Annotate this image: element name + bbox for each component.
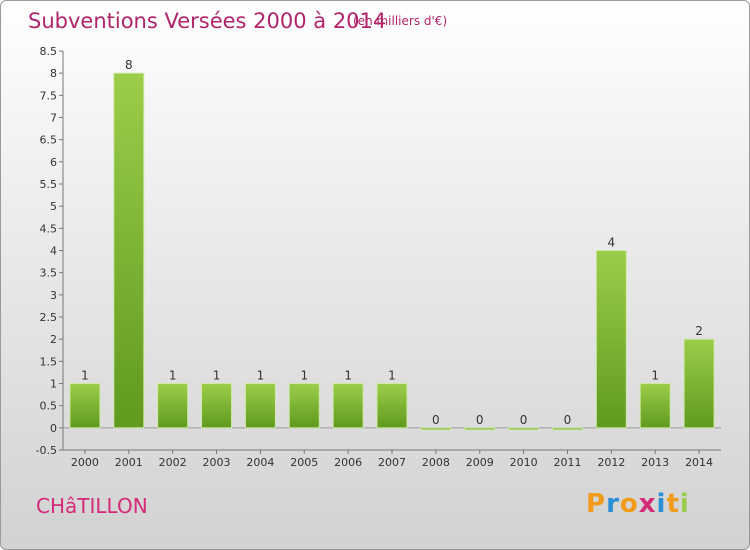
x-tick-label: 2006	[334, 456, 362, 469]
brand-letter: r	[606, 489, 620, 519]
bars-group: 1 8 1 1 1 1 1 1 0 0 0 0 4 1 2	[69, 58, 715, 431]
bar-value-label: 0	[432, 413, 440, 427]
y-tick-label: -0.5	[36, 444, 57, 457]
y-tick-label: 8	[50, 67, 57, 80]
y-tick-label: 4	[50, 245, 57, 258]
bar-value-label: 8	[125, 58, 133, 72]
brand-letter: i	[679, 489, 690, 519]
brand-letter: t	[666, 489, 680, 519]
y-tick-label: 1.5	[40, 355, 58, 368]
y-tick-label: 3	[50, 289, 57, 302]
x-tick-label: 2013	[641, 456, 669, 469]
y-tick-label: 3.5	[40, 267, 58, 280]
x-tick-label: 2004	[246, 456, 274, 469]
bar	[113, 72, 145, 429]
x-tick-label: 2002	[159, 456, 187, 469]
bar-value-label: 0	[520, 413, 528, 427]
bar	[508, 427, 540, 431]
y-tick-label: 6	[50, 156, 57, 169]
y-tick-label: 1	[50, 378, 57, 391]
bar-value-label: 1	[81, 369, 89, 383]
y-axis-ticks: -0.5 0 0.5 1 1.5 2 2.5 3 3.5 4 4.5 5 5.5 6 6.5 7 7.5 8 8.5	[36, 45, 63, 457]
x-tick-label: 2009	[466, 456, 494, 469]
bar	[551, 427, 583, 431]
y-tick-label: 4.5	[40, 222, 58, 235]
bar-value-label: 1	[213, 369, 221, 383]
brand-logo: Proxiti	[586, 489, 690, 519]
x-tick-label: 2012	[597, 456, 625, 469]
x-tick-label: 2005	[290, 456, 318, 469]
y-tick-label: 5.5	[40, 178, 58, 191]
brand-letter: P	[586, 489, 607, 519]
y-tick-label: 0	[50, 422, 57, 435]
x-axis-ticks: 2000 2001 2002 2003 2004 2005 2006 2007 2008 2009…	[71, 450, 713, 469]
chart-subtitle: (en milliers d'€)	[353, 14, 448, 28]
bar-value-label: 1	[344, 369, 352, 383]
brand-letter: o	[619, 489, 639, 519]
bar-value-label: 2	[695, 324, 703, 338]
bar-value-label: 4	[608, 236, 616, 250]
bar-value-label: 1	[257, 369, 265, 383]
bar	[288, 383, 320, 429]
bar	[595, 250, 627, 429]
x-tick-label: 2010	[510, 456, 538, 469]
x-tick-label: 2007	[378, 456, 406, 469]
bar	[639, 383, 671, 429]
brand-letter: x	[638, 489, 657, 519]
bar	[376, 383, 408, 429]
y-tick-label: 7	[50, 112, 57, 125]
bar	[201, 383, 233, 429]
bar-value-label: 1	[388, 369, 396, 383]
y-tick-label: 0.5	[40, 400, 58, 413]
bar-value-label: 1	[300, 369, 308, 383]
x-tick-label: 2001	[115, 456, 143, 469]
bar	[332, 383, 364, 429]
bar	[157, 383, 189, 429]
y-tick-label: 7.5	[40, 89, 58, 102]
bar	[69, 383, 101, 429]
bar	[464, 427, 496, 431]
bar-value-label: 0	[564, 413, 572, 427]
bar-value-label: 1	[651, 369, 659, 383]
bar	[420, 427, 452, 431]
y-tick-label: 2	[50, 333, 57, 346]
bar	[683, 338, 715, 429]
x-tick-label: 2014	[685, 456, 713, 469]
x-tick-label: 2008	[422, 456, 450, 469]
x-tick-label: 2011	[553, 456, 581, 469]
brand-letter: i	[656, 489, 667, 519]
chart-title: Subventions Versées 2000 à 2014	[28, 9, 387, 33]
bar-value-label: 0	[476, 413, 484, 427]
x-tick-label: 2003	[203, 456, 231, 469]
y-tick-label: 6.5	[40, 134, 58, 147]
y-tick-label: 5	[50, 200, 57, 213]
y-tick-label: 8.5	[40, 45, 58, 58]
bar	[244, 383, 276, 429]
bar-value-label: 1	[169, 369, 177, 383]
x-tick-label: 2000	[71, 456, 99, 469]
y-tick-label: 2.5	[40, 311, 58, 324]
commune-name: CHâTILLON	[36, 494, 148, 518]
